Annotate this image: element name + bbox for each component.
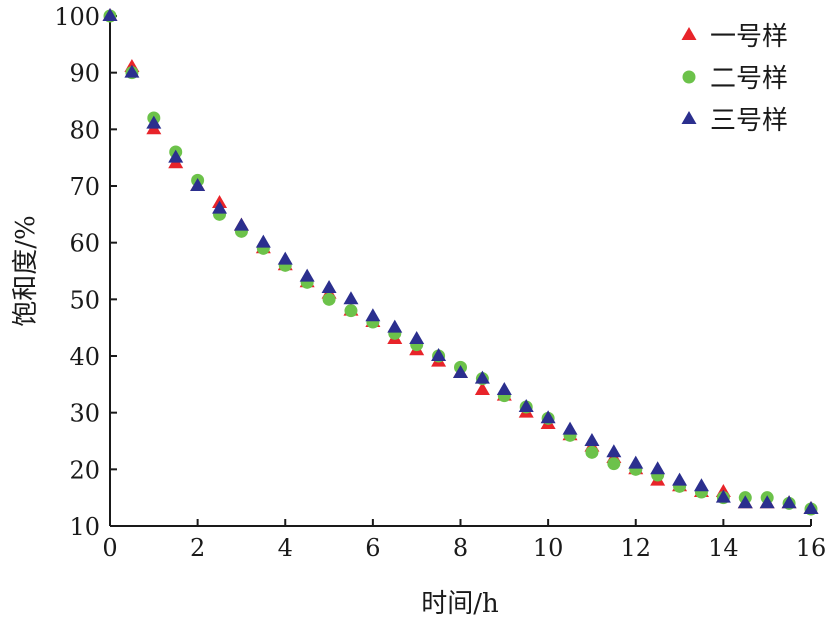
legend-item: 三号样 bbox=[681, 106, 788, 136]
data-point bbox=[584, 432, 600, 446]
data-point bbox=[585, 445, 599, 459]
y-tick-label: 80 bbox=[69, 116, 100, 144]
data-point bbox=[344, 304, 358, 318]
data-point bbox=[387, 319, 403, 333]
y-tick-label: 30 bbox=[69, 400, 100, 428]
plot-area: 0 2 4 6 8 10 12 14 16 10 20 30 40 50 60 70 80 90 100 bbox=[54, 3, 826, 562]
x-ticks: 0 2 4 6 8 10 12 14 16 bbox=[102, 519, 826, 562]
series-3 bbox=[102, 7, 819, 514]
x-tick-label: 4 bbox=[278, 534, 293, 562]
data-point bbox=[672, 472, 688, 486]
data-point bbox=[453, 364, 468, 378]
y-tick-label: 70 bbox=[69, 173, 100, 201]
legend-label: 二号样 bbox=[710, 64, 788, 94]
legend-label: 三号样 bbox=[710, 106, 788, 136]
data-point bbox=[759, 495, 775, 509]
data-point bbox=[474, 370, 490, 384]
x-tick-label: 14 bbox=[708, 534, 739, 562]
legend-marker bbox=[681, 26, 697, 40]
data-point bbox=[343, 291, 359, 305]
legend-marker bbox=[682, 70, 696, 84]
y-tick-label: 60 bbox=[69, 230, 100, 258]
data-point bbox=[650, 461, 666, 475]
data-point bbox=[299, 268, 315, 282]
data-point bbox=[562, 421, 578, 435]
data-point bbox=[606, 444, 622, 458]
data-point bbox=[496, 381, 512, 395]
data-series bbox=[102, 7, 819, 516]
data-point bbox=[628, 455, 644, 469]
x-tick-label: 16 bbox=[796, 534, 827, 562]
data-point bbox=[540, 410, 556, 424]
y-tick-label: 50 bbox=[69, 286, 100, 314]
x-tick-label: 10 bbox=[533, 534, 564, 562]
legend-label: 一号样 bbox=[710, 22, 788, 52]
data-point bbox=[212, 200, 228, 214]
y-axis-title: 饱和度/% bbox=[11, 215, 41, 326]
y-tick-label: 20 bbox=[69, 456, 100, 484]
x-tick-label: 0 bbox=[102, 534, 117, 562]
data-point bbox=[102, 7, 118, 21]
y-tick-label: 10 bbox=[69, 513, 100, 541]
x-tick-label: 12 bbox=[620, 534, 651, 562]
data-point bbox=[715, 489, 731, 503]
y-tick-label: 40 bbox=[69, 343, 100, 371]
x-tick-label: 8 bbox=[453, 534, 468, 562]
legend-marker bbox=[681, 110, 697, 124]
data-point bbox=[781, 495, 797, 509]
data-point bbox=[233, 217, 249, 231]
legend-item: 二号样 bbox=[682, 64, 788, 94]
data-point bbox=[518, 398, 534, 412]
data-point bbox=[365, 308, 381, 322]
data-point bbox=[277, 251, 293, 265]
y-tick-label: 90 bbox=[69, 60, 100, 88]
data-point bbox=[322, 292, 336, 306]
data-point bbox=[737, 495, 753, 509]
data-point bbox=[607, 457, 621, 471]
data-point bbox=[693, 478, 709, 492]
legend-item: 一号样 bbox=[681, 22, 788, 52]
data-point bbox=[124, 64, 140, 78]
y-ticks: 10 20 30 40 50 60 70 80 90 100 bbox=[54, 3, 117, 541]
data-point bbox=[255, 234, 271, 248]
x-tick-label: 6 bbox=[365, 534, 380, 562]
y-tick-label: 100 bbox=[54, 3, 100, 31]
data-point bbox=[146, 115, 162, 129]
data-point bbox=[474, 381, 490, 395]
x-axis-title: 时间/h bbox=[421, 589, 499, 619]
x-tick-label: 2 bbox=[190, 534, 205, 562]
data-point bbox=[190, 177, 206, 191]
data-point bbox=[168, 149, 184, 163]
data-point bbox=[409, 330, 425, 344]
data-point bbox=[321, 279, 337, 293]
data-point bbox=[803, 500, 819, 514]
data-point bbox=[431, 347, 447, 361]
